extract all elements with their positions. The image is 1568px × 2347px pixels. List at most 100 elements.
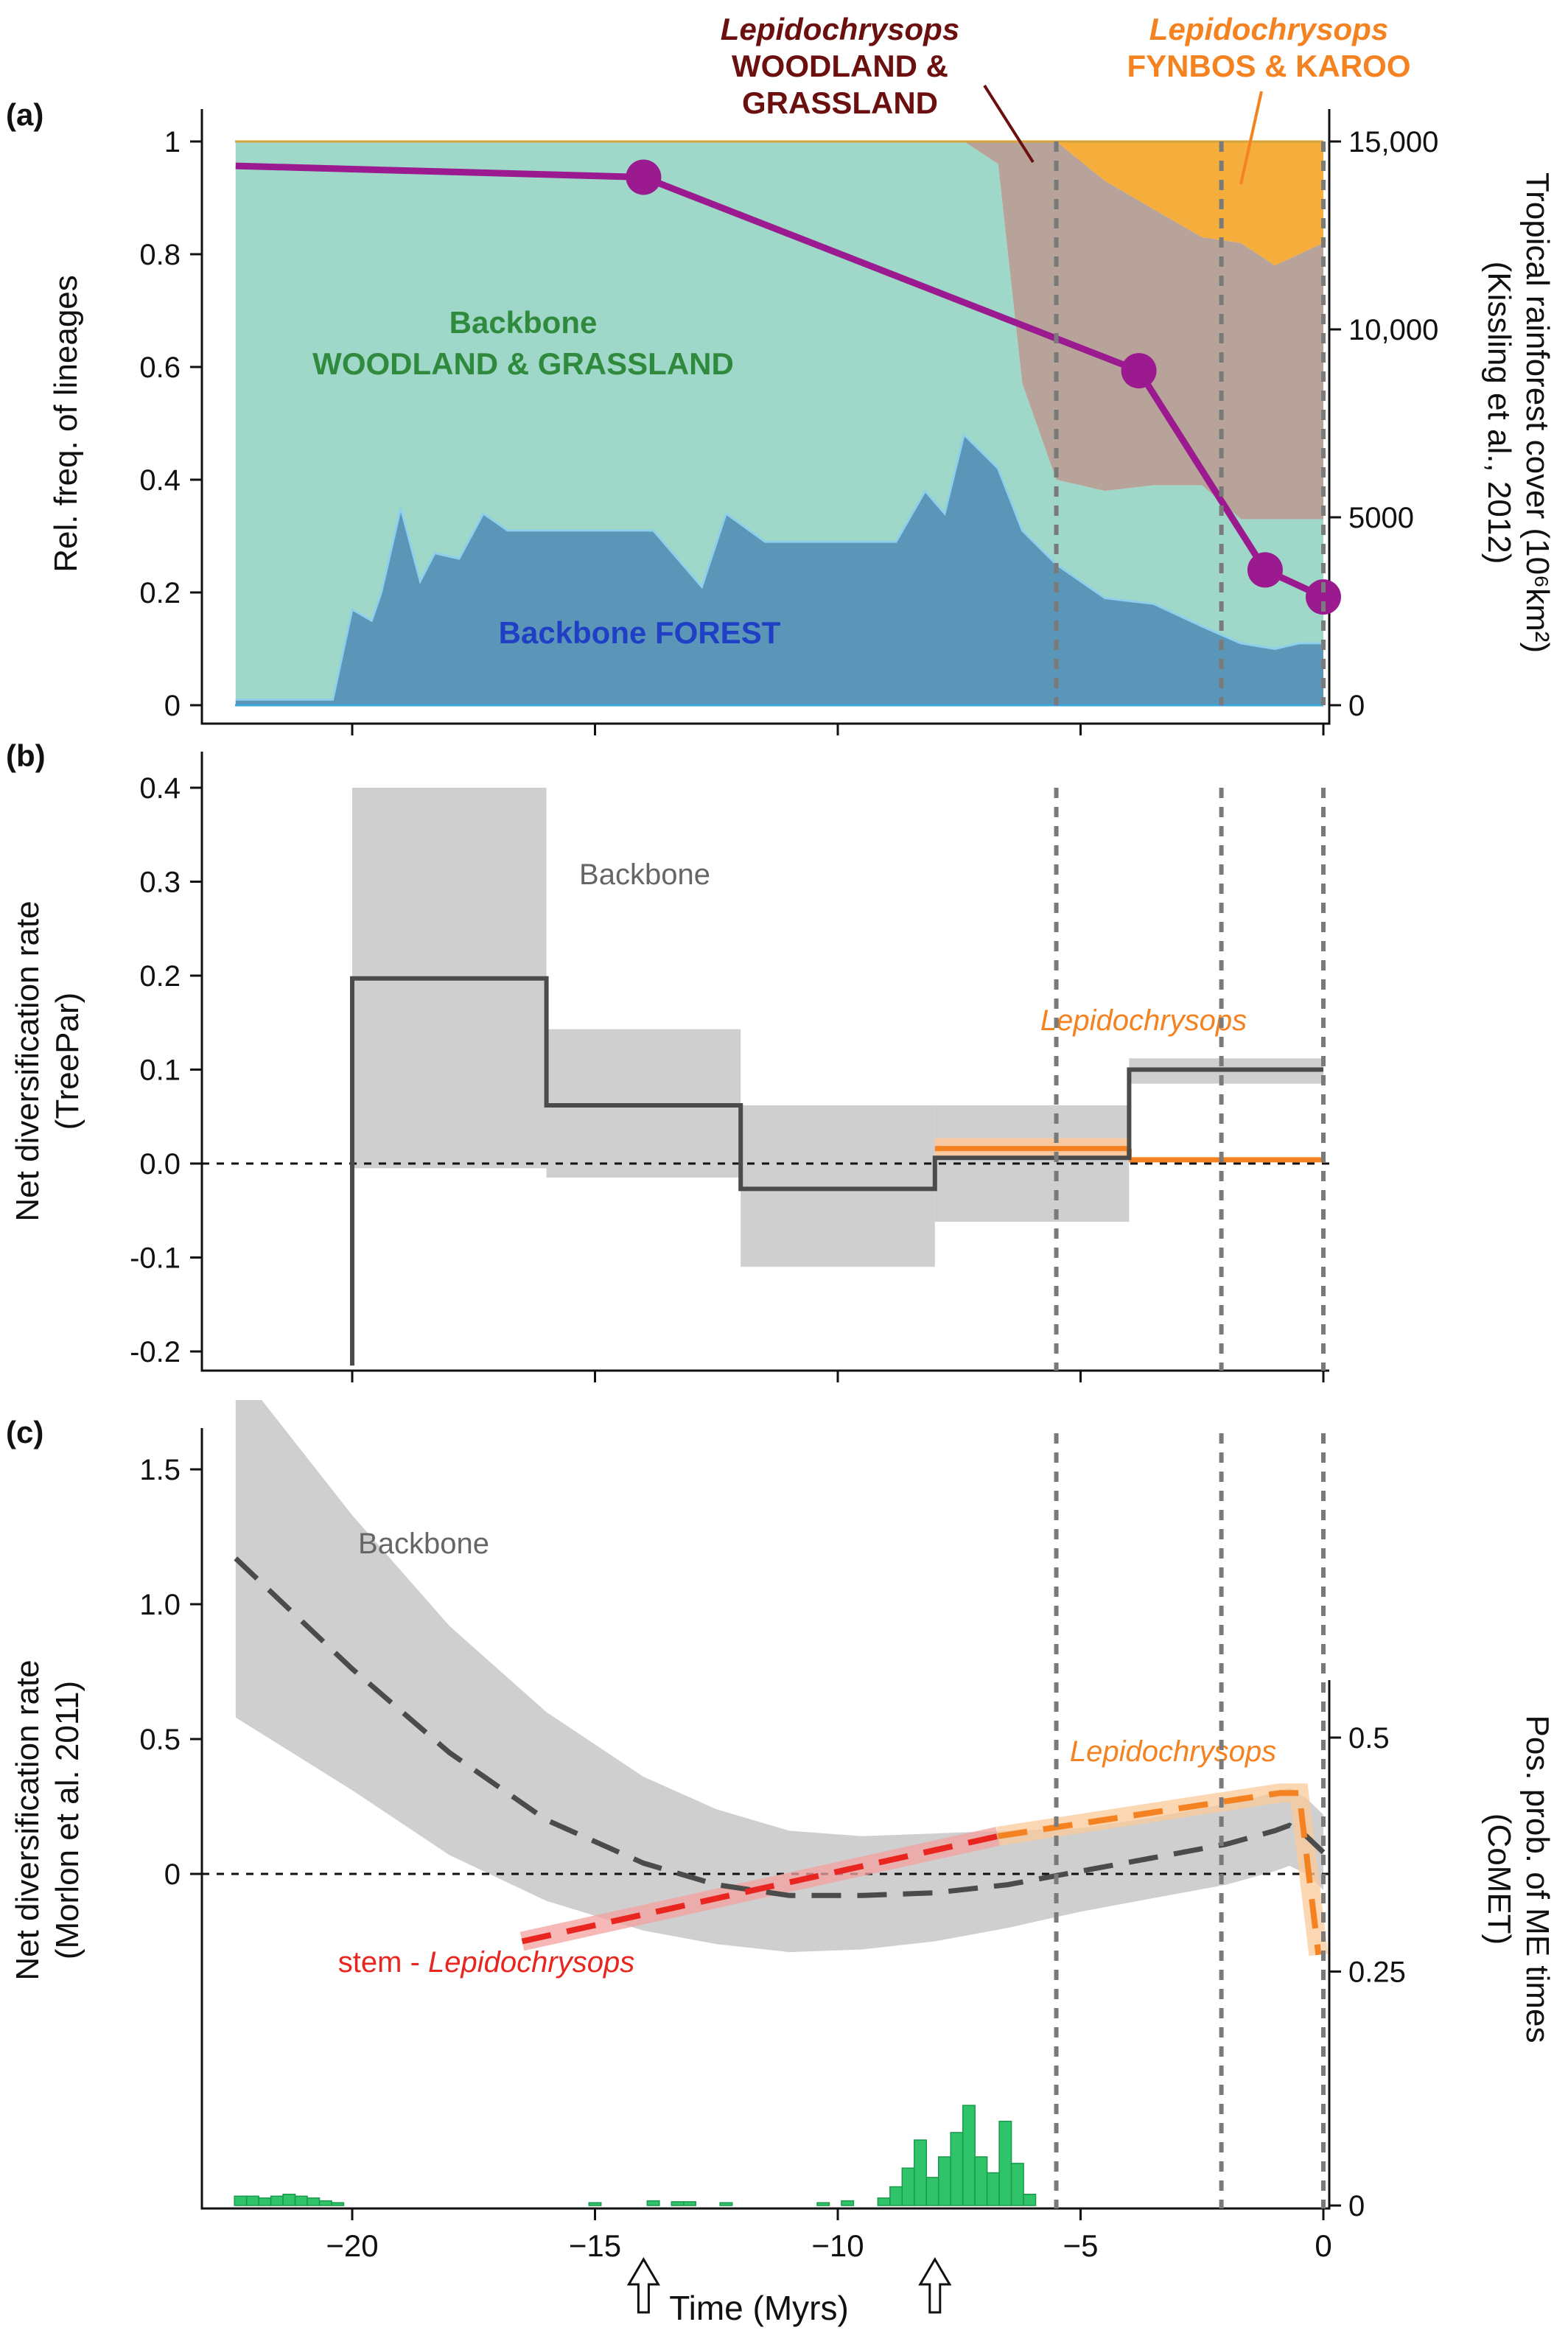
- panel-a-frame: [200, 109, 1331, 725]
- histogram-bar: [1010, 2163, 1024, 2206]
- x-axis-label: Time (Myrs): [669, 2289, 849, 2327]
- histogram-bar: [282, 2194, 296, 2206]
- panel-c-lepi-label: Lepidochrysops: [1070, 1735, 1276, 1768]
- y-tick-label: -0.2: [130, 1336, 181, 1368]
- lepi-fynbos-pointer: [1239, 91, 1263, 185]
- histogram-bar: [245, 2195, 259, 2206]
- histogram-bar: [877, 2197, 891, 2206]
- y-tick-label: -0.1: [130, 1242, 181, 1275]
- y-tick-label: 0.4: [139, 772, 181, 805]
- histogram-bar: [914, 2139, 928, 2206]
- reference-lines: [1054, 141, 1326, 2208]
- y-tick-label: 0.4: [139, 464, 181, 497]
- panel-a-x-ticks: [351, 724, 1325, 735]
- histogram-bar: [646, 2200, 660, 2206]
- backbone-woodland-label-2: WOODLAND & GRASSLAND: [312, 346, 734, 381]
- backbone-woodland-label-1: Backbone: [449, 305, 598, 340]
- panel-c-backbone-label: Backbone: [358, 1528, 489, 1560]
- histogram-bar: [937, 2156, 951, 2206]
- y-tick-label: 0.2: [139, 960, 181, 993]
- histogram-bar: [816, 2202, 830, 2206]
- y-tick-label: 1: [164, 126, 181, 158]
- rainforest-cover-point: [1306, 579, 1341, 615]
- stem-label-name: Lepidochrysops: [428, 1946, 634, 1979]
- histogram-bar: [925, 2177, 939, 2206]
- y2-tick-label: 15,000: [1348, 126, 1438, 158]
- lepi-woodland-label-3: GRASSLAND: [742, 85, 938, 120]
- panel-c-stem-label: stem - Lepidochrysops: [338, 1946, 634, 1979]
- panel-c-y2-axis: 0 0.25 0.5: [1329, 1722, 1406, 2222]
- histogram-bar: [889, 2186, 903, 2206]
- panel-c-label: (c): [6, 1415, 43, 1449]
- panel-c-y2label-sub: (CoMET): [1481, 1813, 1517, 1945]
- y-tick-label: 0.8: [139, 239, 181, 271]
- backbone-ci-band: [741, 1105, 935, 1267]
- panel-a-y2label: Tropical rainforest cover (10⁶km²): [1519, 172, 1555, 653]
- y-tick-label: 1.0: [139, 1589, 181, 1621]
- y2-tick-label: 10,000: [1348, 314, 1438, 346]
- histogram-bar: [318, 2200, 332, 2206]
- y-tick-label: 0.1: [139, 1054, 181, 1087]
- histogram-bar: [270, 2195, 284, 2206]
- histogram-bar: [671, 2201, 685, 2206]
- y-tick-label: 0: [164, 690, 181, 722]
- histogram-bar: [962, 2105, 976, 2206]
- y-tick-label: 0.6: [139, 351, 181, 384]
- rainforest-cover-point: [1121, 353, 1157, 389]
- x-tick-label: −10: [811, 2228, 864, 2263]
- rainforest-cover-point: [626, 159, 662, 195]
- panel-c-x-axis: −20 −15 −10 −5 0: [326, 2208, 1332, 2263]
- panel-a: 0 0.2 0.4 0.6 0.8 1 0 5000 10,000 15,000 (a) Rel…: [6, 12, 1555, 735]
- lepi-line: [997, 1790, 1322, 1956]
- y-tick-label: 0.3: [139, 867, 181, 899]
- area-backbone-forest: [235, 434, 1323, 705]
- y2-tick-label: 0.25: [1348, 1956, 1406, 1989]
- area-lepi-woodland: [235, 141, 1323, 520]
- panel-b-ylabel: Net diversification rate: [10, 900, 46, 1221]
- panel-b-y-axis: -0.2 -0.1 0.0 0.1 0.2 0.3 0.4: [130, 772, 202, 1368]
- y2-tick-label: 0: [1348, 690, 1365, 722]
- panel-b-ylabel-2: (TreePar): [49, 993, 85, 1130]
- panel-b-frame: [200, 752, 1329, 1372]
- lepi-fynbos-label-2: FYNBOS & KAROO: [1127, 49, 1410, 83]
- y-tick-label: 0.0: [139, 1148, 181, 1181]
- histogram-bar: [1023, 2194, 1037, 2206]
- histogram-bar: [998, 2120, 1012, 2206]
- histogram-bar: [307, 2197, 321, 2206]
- forest-edge-line: [235, 432, 1323, 701]
- lepi-woodland-pointer: [983, 84, 1035, 164]
- panel-c-frame: [200, 1428, 1331, 2210]
- area-lepi-fynbos: [235, 141, 1323, 266]
- panel-a-areas: [235, 140, 1323, 707]
- rainforest-cover-series: [235, 159, 1341, 615]
- histogram-bar: [719, 2202, 733, 2206]
- panel-b-x-ticks: [351, 1371, 1325, 1382]
- panel-b-backbone-line: [350, 976, 1323, 1366]
- panel-c-histogram: [234, 2105, 1037, 2206]
- panel-b-lepi-label: Lepidochrysops: [1040, 1004, 1247, 1037]
- histogram-bar: [986, 2172, 1000, 2206]
- y-tick-label: 1.5: [139, 1454, 181, 1486]
- panel-c-y-axis: 0 0.5 1.0 1.5: [139, 1454, 202, 1891]
- x-tick-label: −20: [326, 2228, 378, 2263]
- histogram-bar: [841, 2200, 855, 2206]
- lepi-woodland-label-1: Lepidochrysops: [721, 12, 959, 46]
- panel-b: -0.2 -0.1 0.0 0.1 0.2 0.3 0.4 (b) Net diversif…: [6, 738, 1329, 1382]
- panel-a-y2-axis: 0 5000 10,000 15,000: [1329, 126, 1438, 722]
- panel-a-label: (a): [6, 97, 43, 132]
- lepi-fynbos-label-1: Lepidochrysops: [1149, 12, 1388, 46]
- panel-c-backbone-line: [234, 1556, 1326, 1898]
- panel-c-ylabel-2: (Morlon et al. 2011): [49, 1681, 85, 1959]
- time-arrow: [918, 2257, 952, 2314]
- y2-tick-label: 5000: [1348, 502, 1414, 534]
- panel-a-y-axis: 0 0.2 0.4 0.6 0.8 1: [139, 126, 202, 722]
- histogram-bar: [950, 2132, 964, 2206]
- panel-a-y2label-sub: (Kissling et al., 2012): [1481, 262, 1517, 564]
- histogram-bar: [258, 2197, 272, 2206]
- panel-a-ylabel: Rel. freq. of lineages: [48, 275, 84, 573]
- time-arrow: [626, 2257, 661, 2314]
- histogram-bar: [331, 2202, 345, 2206]
- x-tick-label: −5: [1063, 2228, 1099, 2263]
- rainforest-cover-point: [1247, 552, 1283, 588]
